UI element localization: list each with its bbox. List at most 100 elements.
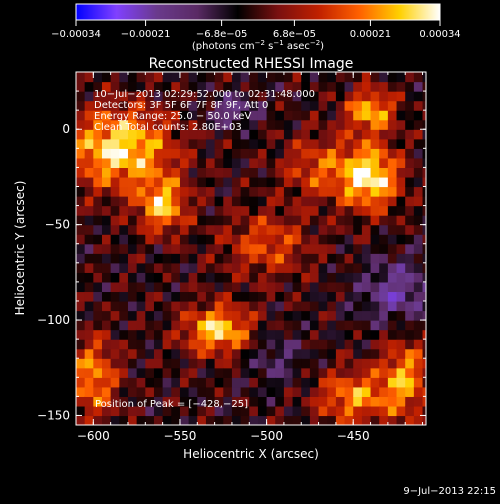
heatmap-pixel [127,367,138,378]
heatmap-pixel [257,81,268,92]
heatmap-pixel [422,386,426,397]
heatmap-pixel [353,339,363,350]
heatmap-pixel [405,196,415,207]
heatmap-pixel [361,81,372,92]
heatmap-pixel [93,186,103,197]
heatmap-pixel [275,186,285,197]
heatmap-pixel [396,281,406,293]
heatmap-pixel [266,138,276,149]
heatmap-pixel [136,272,146,283]
heatmap-pixel [171,358,181,369]
heatmap-pixel [292,72,302,83]
heatmap-pixel [110,367,120,378]
heatmap-pixel [101,377,112,388]
heatmap-pixel [361,110,372,121]
heatmap-pixel [223,415,233,425]
heatmap-pixel [179,72,190,83]
heatmap-pixel [379,339,389,350]
heatmap-pixel [93,358,103,369]
heatmap-pixel [119,119,129,130]
heatmap-pixel [119,262,129,273]
heatmap-pixel [422,310,426,321]
heatmap-pixel [162,262,172,273]
heatmap-pixel [76,320,86,331]
heatmap-pixel [413,196,424,207]
heatmap-pixel [379,196,389,207]
heatmap-pixel [93,100,103,111]
heatmap-pixel [327,205,337,216]
heatmap-pixel [136,215,146,226]
heatmap-pixel [405,243,415,254]
heatmap-pixel [231,358,242,369]
heatmap-pixel [205,186,216,197]
heatmap-pixel [127,119,138,130]
heatmap-pixel [318,100,328,111]
heatmap-pixel [353,272,363,283]
heatmap-pixel [266,386,276,397]
heatmap-pixel [205,110,216,121]
heatmap-pixel [283,348,294,359]
heatmap-pixel [405,224,415,235]
heatmap-pixel [127,234,138,245]
heatmap-pixel [162,234,172,245]
heatmap-pixel [119,196,129,207]
heatmap-pixel [214,157,224,168]
heatmap-pixel [275,358,285,369]
heatmap-pixel [413,405,424,417]
heatmap-pixel [205,262,216,273]
heatmap-pixel [257,205,268,216]
heatmap-pixel [231,129,242,140]
heatmap-pixel [292,281,302,293]
heatmap-pixel [275,243,285,254]
heatmap-pixel [197,196,207,207]
heatmap-pixel [353,300,363,312]
heatmap-pixel [101,253,112,264]
heatmap-pixel [275,167,285,178]
heatmap-pixel [396,234,406,245]
heatmap-pixel [344,262,354,273]
heatmap-pixel [405,157,415,168]
heatmap-pixel [353,215,363,226]
heatmap-pixel [223,205,233,216]
heatmap-pixel [327,196,337,207]
heatmap-pixel [318,348,328,359]
heatmap-pixel [370,205,380,216]
heatmap-pixel [361,386,372,397]
heatmap-pixel [145,262,155,273]
heatmap-pixel [162,358,172,369]
heatmap-pixel [110,224,120,235]
heatmap-pixel [197,148,207,159]
heatmap-pixel [379,348,389,359]
heatmap-pixel [275,253,285,264]
heatmap-pixel [205,167,216,178]
heatmap-pixel [188,300,198,312]
heatmap-pixel [145,339,155,350]
heatmap-pixel [361,167,372,178]
heatmap-pixel [396,367,406,378]
heatmap-pixel [197,262,207,273]
heatmap-pixel [309,110,320,121]
heatmap-pixel [171,224,181,235]
heatmap-pixel [136,415,146,425]
heatmap-pixel [76,110,86,121]
heatmap-pixel [266,91,276,102]
heatmap-pixel [93,396,103,407]
heatmap-pixel [301,386,311,397]
heatmap-pixel [396,396,406,407]
heatmap-pixel [205,358,216,369]
heatmap-pixel [136,300,146,312]
heatmap-pixel [205,72,216,83]
heatmap-pixel [84,243,94,254]
heatmap-pixel [231,196,242,207]
heatmap-pixel [162,243,172,254]
heatmap-pixel [101,320,112,331]
heatmap-pixel [223,367,233,378]
heatmap-pixel [179,405,190,417]
heatmap-pixel [361,405,372,417]
heatmap-pixel [301,205,311,216]
heatmap-pixel [93,339,103,350]
annotation-energy-range: Energy Range: 25.0 − 50.0 keV [94,111,251,122]
heatmap-pixel [379,262,389,273]
heatmap-pixel [318,215,328,226]
heatmap-pixel [162,348,172,359]
